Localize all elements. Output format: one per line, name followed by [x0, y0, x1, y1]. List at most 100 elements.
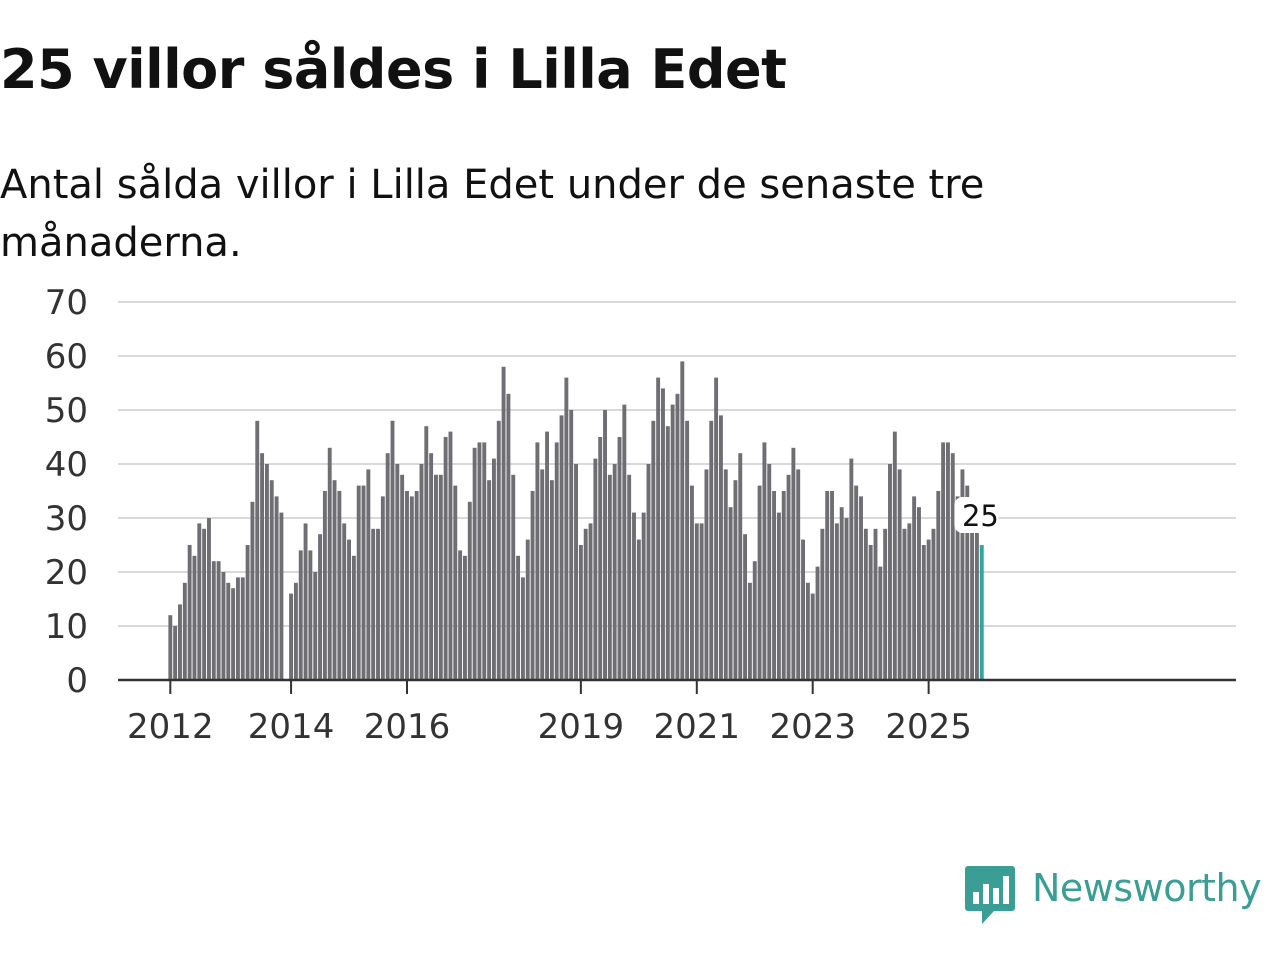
bar — [733, 480, 738, 680]
bar — [482, 442, 487, 680]
bar — [574, 464, 578, 680]
bar — [786, 474, 791, 680]
bar — [405, 491, 409, 680]
bar — [801, 539, 805, 680]
bar — [298, 550, 303, 680]
bar — [825, 491, 830, 680]
bar — [545, 431, 550, 680]
bar — [757, 485, 762, 680]
bar — [380, 496, 385, 680]
chart-title: 25 villor såldes i Lilla Edet — [0, 38, 787, 101]
bar — [791, 447, 796, 680]
bar — [690, 485, 694, 680]
bar — [926, 539, 931, 680]
bar — [260, 453, 265, 680]
bars — [168, 361, 984, 680]
bar — [569, 410, 574, 680]
bar — [897, 469, 902, 680]
bar — [888, 464, 892, 680]
bar — [970, 528, 975, 680]
bar — [491, 458, 496, 680]
bar — [805, 582, 810, 680]
bar — [564, 377, 569, 680]
bar — [366, 469, 371, 680]
newsworthy-logo-icon — [965, 866, 1015, 924]
bar — [830, 491, 834, 680]
bar — [342, 523, 347, 680]
bar — [776, 512, 781, 680]
bar — [549, 480, 554, 680]
bar — [361, 485, 366, 680]
bar — [192, 555, 197, 680]
bar — [496, 420, 501, 680]
bar — [863, 528, 868, 680]
bar — [530, 491, 535, 680]
bar — [820, 528, 825, 680]
bar — [675, 393, 680, 680]
chart-subtitle: Antal sålda villor i Lilla Edet under de… — [0, 162, 985, 266]
bar — [240, 577, 245, 680]
bar — [907, 523, 912, 680]
bar — [390, 420, 395, 680]
bar — [356, 485, 361, 680]
bar — [424, 426, 429, 680]
bar — [636, 539, 641, 680]
bar — [332, 480, 337, 680]
bar — [293, 582, 298, 680]
bar — [873, 528, 878, 680]
bar — [327, 447, 332, 680]
bar — [762, 442, 767, 680]
bar — [419, 464, 424, 680]
bar — [685, 420, 690, 680]
annotation: 25 — [954, 497, 999, 533]
bar — [347, 539, 351, 680]
bar — [429, 453, 434, 680]
bar — [723, 469, 728, 680]
bar — [810, 593, 815, 680]
bar — [554, 442, 559, 680]
bar — [187, 545, 192, 680]
bar — [487, 480, 492, 680]
bar — [941, 442, 946, 680]
bar — [438, 474, 443, 680]
x-tick-label: 2019 — [538, 707, 625, 740]
annotation-label: 25 — [962, 499, 999, 533]
x-tick-label: 2012 — [127, 707, 214, 740]
brand-name: Newsworthy — [1032, 866, 1262, 910]
bar — [463, 555, 467, 680]
bar — [472, 447, 477, 680]
bar — [974, 528, 979, 680]
bar — [351, 555, 356, 680]
bar — [173, 626, 178, 680]
bar — [458, 550, 463, 680]
bar — [728, 507, 733, 680]
bar — [859, 496, 863, 680]
bar — [839, 507, 844, 680]
bar — [501, 366, 506, 680]
bar — [264, 464, 269, 680]
bar — [598, 437, 603, 680]
bar — [844, 518, 849, 680]
bar — [738, 453, 743, 680]
annotation-background — [954, 497, 999, 533]
bar — [520, 577, 525, 680]
y-tick-label: 60 — [45, 337, 88, 377]
bar — [767, 464, 772, 680]
bar — [627, 474, 632, 680]
bar — [448, 431, 453, 680]
bar — [931, 528, 936, 680]
bar — [868, 545, 873, 680]
bar — [231, 588, 236, 680]
bar — [443, 437, 448, 680]
y-tick-label: 30 — [45, 499, 88, 539]
bar — [511, 474, 516, 680]
y-tick-label: 10 — [45, 607, 88, 647]
bar — [883, 528, 888, 680]
x-tick-label: 2025 — [885, 707, 972, 740]
bar — [559, 415, 564, 680]
bar — [395, 464, 400, 680]
bar — [453, 485, 458, 680]
bar — [477, 442, 482, 680]
bar — [409, 496, 414, 680]
bar — [535, 442, 540, 680]
